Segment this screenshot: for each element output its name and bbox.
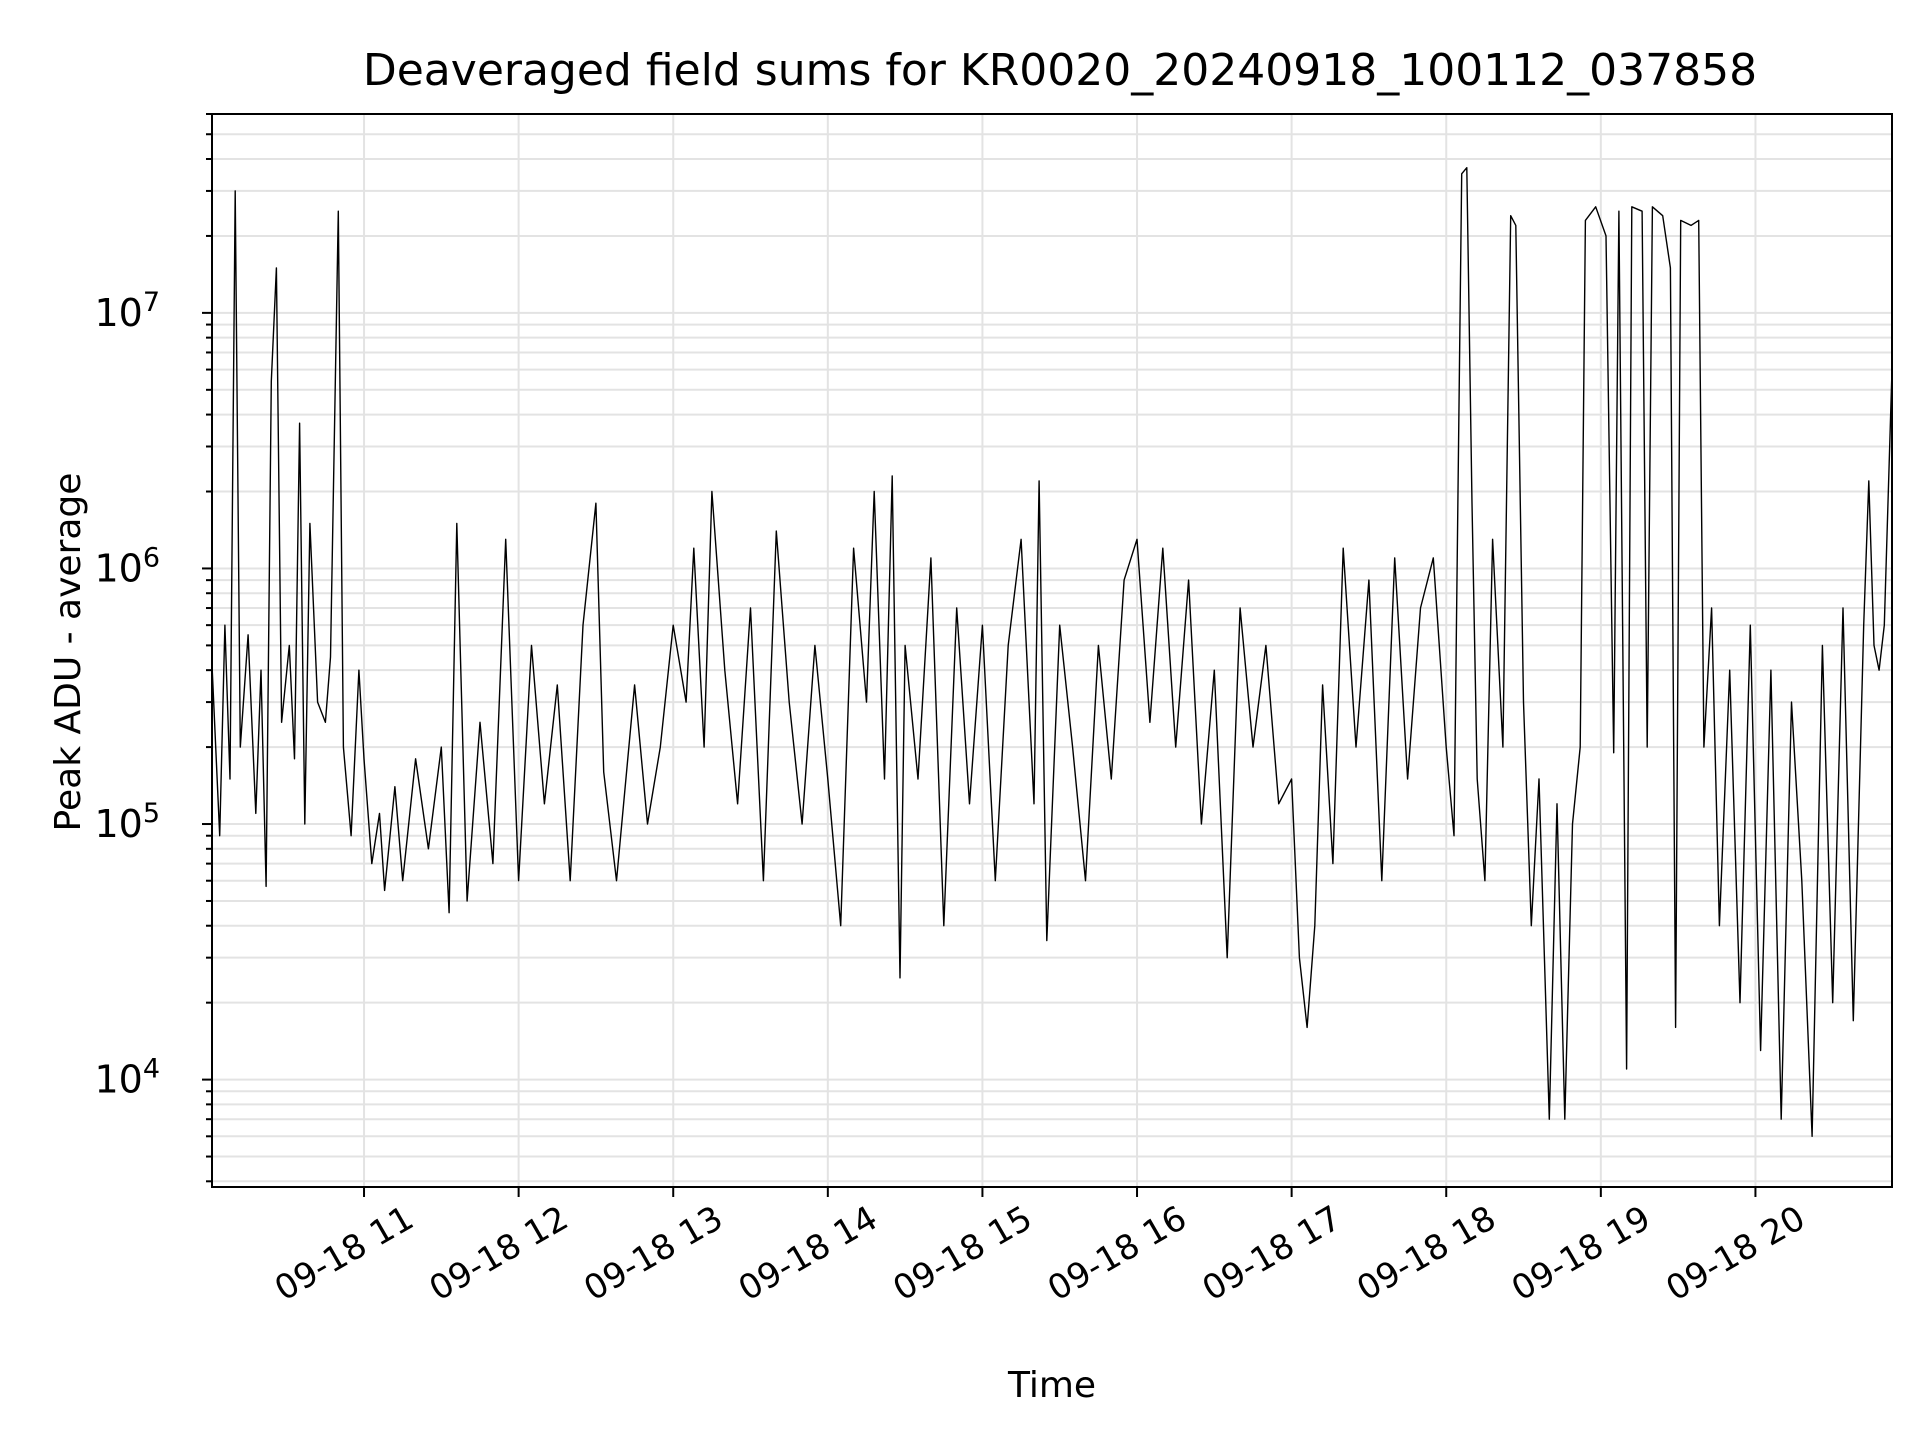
series-line xyxy=(211,166,1893,1138)
y-tick-label: 104 xyxy=(94,1053,160,1102)
y-axis: 104 105 106 107 xyxy=(94,113,212,1183)
y-tick-label: 107 xyxy=(94,286,160,335)
series-layer xyxy=(211,166,1893,1138)
x-axis-label: Time xyxy=(1007,1365,1096,1406)
chart-title: Deaveraged field sums for KR0020_2024091… xyxy=(363,45,1757,96)
y-tick-label: 105 xyxy=(94,798,160,847)
y-axis-label: Peak ADU - average xyxy=(48,473,89,832)
y-tick-label: 106 xyxy=(94,542,160,591)
plot-frame xyxy=(211,113,1893,1188)
